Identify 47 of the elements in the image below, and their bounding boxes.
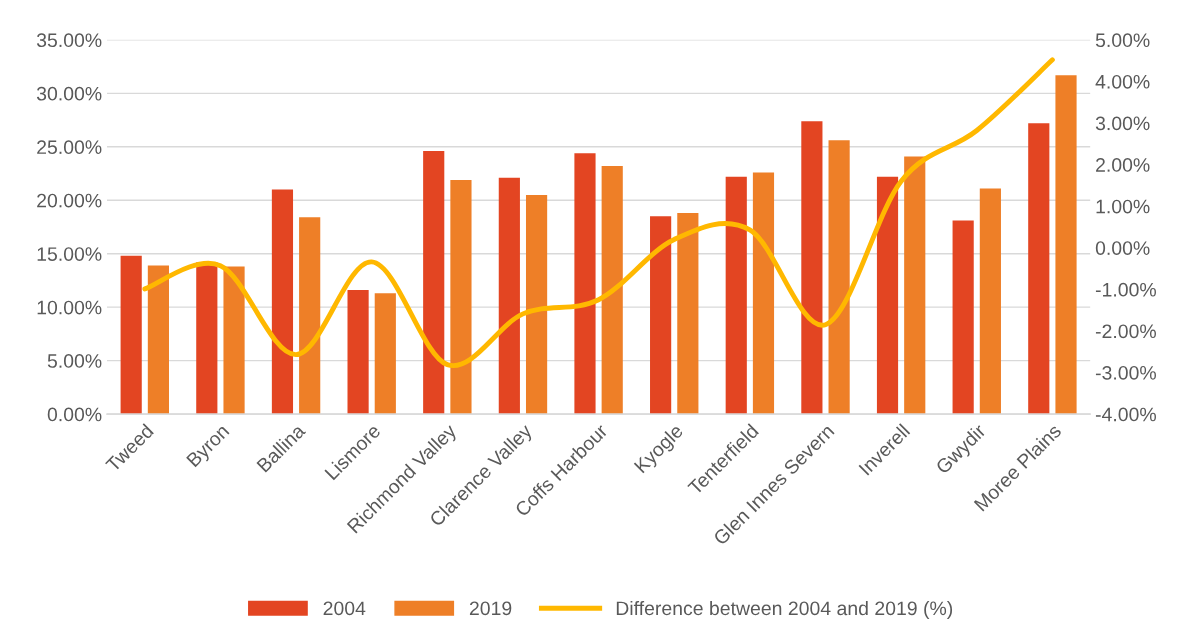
- y2-tick-label: -1.00%: [1095, 282, 1156, 297]
- bar: [601, 166, 623, 415]
- bar: [374, 293, 396, 415]
- y-tick-label: 35.00%: [36, 33, 102, 48]
- y2-tick-label: -2.00%: [1095, 324, 1156, 339]
- y2-tick-label: 2.00%: [1096, 158, 1150, 172]
- legend-label: 2004: [323, 601, 366, 616]
- y2-tick-label: 1.00%: [1096, 199, 1150, 214]
- bar: [299, 217, 321, 415]
- y-tick-label: 25.00%: [37, 140, 102, 155]
- bar: [498, 177, 520, 415]
- y-tick-label: 15.00%: [37, 247, 102, 261]
- y-tick-label: 0.00%: [47, 407, 102, 422]
- y-tick-label: 10.00%: [37, 300, 102, 315]
- bar: [904, 156, 926, 415]
- y2-tick-label: -3.00%: [1095, 365, 1156, 380]
- bar: [525, 194, 548, 415]
- legend-label: Difference between 2004 and 2019 (%): [616, 600, 953, 620]
- bar: [677, 213, 699, 415]
- bar: [650, 216, 672, 415]
- bar: [423, 151, 445, 415]
- bar: [725, 176, 747, 415]
- y-tick-label: 30.00%: [36, 86, 102, 101]
- bar: [120, 255, 142, 415]
- y2-tick-label: -4.00%: [1095, 407, 1156, 422]
- bar: [876, 176, 899, 415]
- bar: [952, 220, 974, 415]
- y-tick-label: 5.00%: [47, 354, 102, 368]
- y2-tick-label: 5.00%: [1095, 33, 1150, 48]
- line-series: [142, 57, 1055, 369]
- y-tick-label: 20.00%: [37, 193, 102, 208]
- bar: [752, 172, 775, 415]
- legend-label: 2019: [469, 601, 512, 616]
- bar: [147, 265, 169, 415]
- bar: [450, 179, 472, 415]
- y2-tick-label: 3.00%: [1095, 116, 1150, 131]
- bar: [1055, 75, 1077, 415]
- bar: [574, 153, 596, 415]
- bar: [828, 140, 850, 415]
- y2-tick-label: 0.00%: [1095, 241, 1150, 256]
- bar: [1028, 123, 1050, 415]
- bar: [223, 266, 245, 415]
- bar: [979, 188, 1001, 415]
- y2-tick-label: 4.00%: [1095, 74, 1150, 89]
- bar: [271, 189, 294, 415]
- bar: [801, 121, 823, 415]
- bar: [347, 290, 369, 415]
